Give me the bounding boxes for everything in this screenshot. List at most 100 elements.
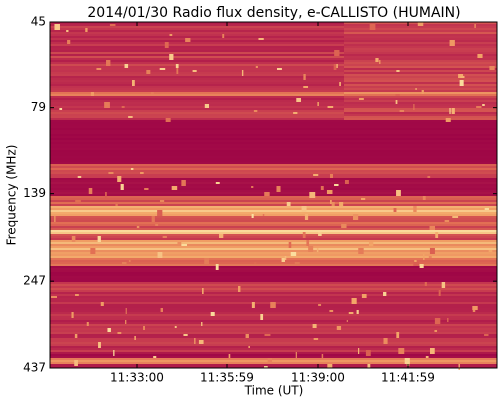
spectrogram-speck: [176, 68, 179, 74]
spectrogram-speck: [361, 198, 366, 200]
spectrogram-speck: [422, 196, 426, 200]
spectrogram-speck: [88, 188, 93, 194]
spectrogram-speck: [254, 262, 257, 264]
spectrogram-speck: [413, 262, 420, 266]
spectrogram-row: [344, 84, 497, 87]
spectrogram-row: [50, 238, 497, 241]
spectrogram-speck: [339, 82, 341, 86]
spectrogram-speck: [425, 356, 429, 358]
spectrogram-speck: [107, 328, 111, 332]
spectrogram-row: [50, 60, 344, 63]
spectrogram-row: [50, 74, 344, 77]
spectrogram-row: [344, 34, 497, 37]
spectrogram-row: [344, 110, 497, 113]
spectrogram-row: [50, 86, 344, 89]
spectrogram-speck: [258, 38, 264, 40]
spectrogram-row: [50, 138, 497, 141]
x-tick-label: 11:41:59: [381, 371, 435, 385]
x-axis-label: Time (UT): [244, 384, 304, 398]
spectrogram-speck: [215, 182, 220, 184]
spectrogram-row: [50, 282, 497, 285]
spectrogram-speck: [303, 86, 309, 88]
spectrogram-row: [50, 318, 497, 321]
spectrogram-speck: [128, 260, 131, 262]
spectrogram-speck: [435, 232, 439, 238]
spectrogram-speck: [333, 64, 337, 70]
spectrogram-row: [344, 26, 497, 29]
spectrogram-speck: [134, 336, 136, 340]
spectrogram-row: [50, 190, 497, 193]
spectrogram-row: [50, 132, 497, 135]
spectrogram-row: [50, 272, 497, 275]
spectrogram-speck: [445, 118, 451, 122]
spectrogram-row: [50, 122, 497, 125]
y-tick-label: 45: [31, 15, 46, 29]
spectrogram-speck: [204, 258, 209, 264]
spectrogram-row: [50, 54, 344, 57]
spectrogram-row: [50, 92, 344, 95]
spectrogram-row: [50, 246, 497, 249]
spectrogram-speck: [115, 204, 118, 206]
spectrogram-speck: [124, 64, 129, 68]
spectrogram-speck: [316, 248, 319, 252]
y-tick-label: 437: [23, 361, 46, 375]
spectrogram-row: [50, 172, 497, 175]
spectrogram-speck: [393, 208, 397, 212]
spectrogram-row: [344, 42, 497, 45]
spectrogram-row: [50, 268, 497, 271]
spectrogram-speck: [438, 290, 441, 296]
spectrogram-row: [50, 120, 497, 123]
spectrogram-row: [50, 316, 497, 319]
spectrogram-speck: [85, 28, 88, 32]
spectrogram-speck: [335, 64, 338, 68]
spectrogram-row: [50, 44, 344, 47]
spectrogram-row: [344, 40, 497, 43]
spectrogram-row: [50, 160, 497, 163]
spectrogram-speck: [413, 104, 415, 110]
chart-title: 2014/01/30 Radio flux density, e-CALLIST…: [87, 5, 460, 21]
spectrogram-row: [50, 154, 497, 157]
spectrogram-row: [344, 86, 497, 89]
spectrogram-speck: [71, 312, 74, 318]
spectrogram-row: [50, 162, 497, 165]
spectrogram-row: [50, 288, 497, 291]
spectrogram-speck: [157, 210, 163, 216]
spectrogram-row: [50, 360, 497, 363]
spectrogram-speck: [484, 334, 489, 336]
spectrogram-speck: [177, 242, 182, 244]
spectrogram-row: [344, 64, 497, 67]
spectrogram-row: [50, 80, 344, 83]
spectrogram-speck: [308, 246, 314, 252]
spectrogram-row: [50, 116, 344, 119]
spectrogram-speck: [318, 232, 322, 236]
spectrogram-row: [50, 106, 344, 109]
spectrogram-row: [50, 326, 497, 329]
spectrogram-row: [50, 334, 497, 337]
spectrogram-row: [50, 346, 497, 349]
spectrogram-row: [50, 176, 497, 179]
spectrogram-row: [50, 332, 497, 335]
spectrogram-speck: [104, 102, 110, 108]
spectrogram-row: [50, 278, 497, 281]
spectrogram-speck: [417, 22, 424, 26]
spectrogram-row: [50, 148, 497, 151]
spectrogram-speck: [459, 80, 464, 86]
spectrogram-row: [50, 214, 497, 217]
spectrogram-speck: [396, 70, 400, 72]
spectrogram-row: [50, 128, 497, 131]
spectrogram-speck: [351, 298, 357, 304]
spectrogram-speck: [160, 308, 164, 312]
spectrogram-row: [50, 56, 344, 59]
spectrogram-speck: [157, 252, 163, 258]
spectrogram-speck: [449, 40, 455, 46]
spectrogram-row: [50, 126, 497, 129]
spectrogram-speck: [51, 296, 57, 298]
spectrogram-speck: [399, 110, 405, 112]
spectrogram-speck: [109, 24, 116, 26]
spectrogram-row: [50, 152, 497, 155]
y-axis-label: Frequency (MHz): [5, 145, 19, 246]
spectrogram-speck: [421, 90, 424, 94]
spectrogram-row: [50, 136, 497, 139]
spectrogram-speck: [482, 104, 485, 106]
spectrogram-row: [50, 104, 344, 107]
